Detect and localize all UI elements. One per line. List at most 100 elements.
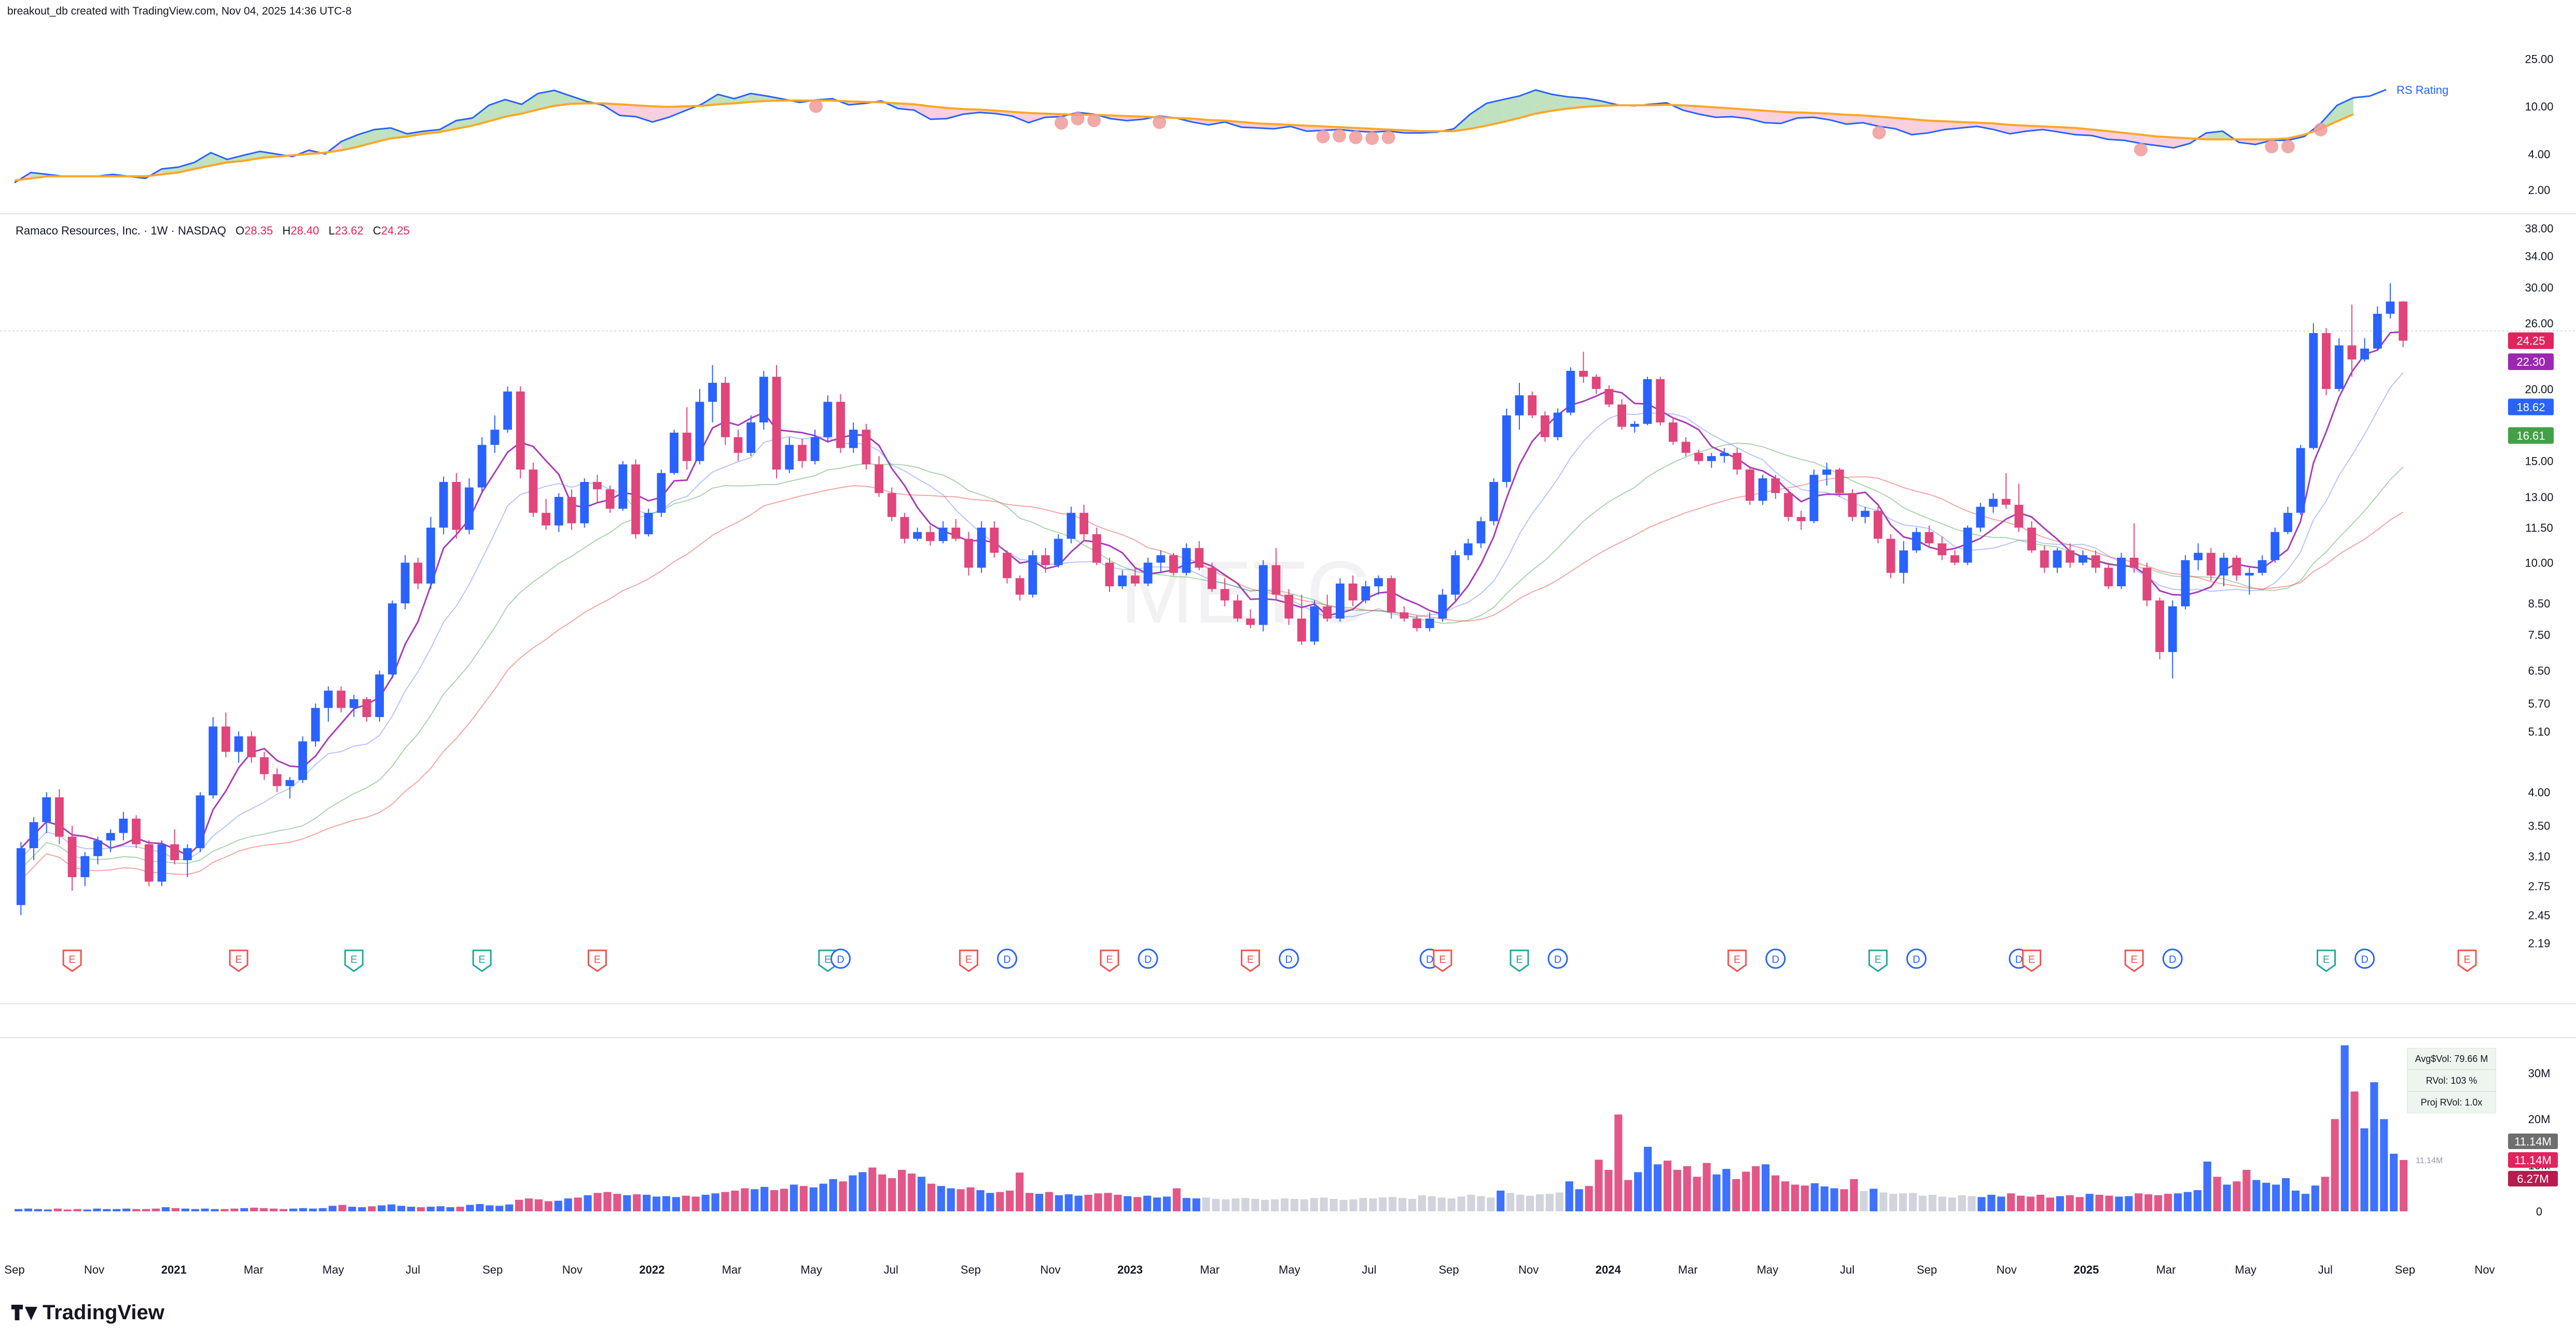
volume-bar (1084, 1195, 1092, 1211)
volume-bar (113, 1209, 121, 1211)
open-value: 28.35 (244, 224, 273, 237)
rs-fill-segment (1683, 105, 1699, 115)
candle-body (1054, 538, 1063, 565)
volume-bar (151, 1208, 160, 1211)
volume-bar (505, 1204, 514, 1211)
volume-bar (1752, 1166, 1760, 1211)
time-axis-label: 2022 (639, 1263, 664, 1276)
price-tick-label: 10.00 (2525, 557, 2553, 570)
earnings-marker (472, 949, 492, 972)
time-axis-label: Nov (1997, 1263, 2017, 1276)
volume-bar (1261, 1199, 1269, 1211)
volume-bar (2390, 1153, 2398, 1211)
volume-bar (1300, 1199, 1308, 1211)
earnings-marker (2457, 949, 2477, 972)
candle-body (93, 840, 102, 857)
volume-bar (2262, 1182, 2270, 1211)
candle-body (605, 489, 615, 509)
volume-bar (770, 1190, 779, 1211)
candle-body (1515, 395, 1524, 416)
price-tick-label: 5.10 (2528, 725, 2551, 738)
rs-fill-segment (669, 106, 685, 118)
candle-body (2129, 558, 2139, 568)
open-label: O (236, 224, 245, 237)
candle-body (2373, 313, 2382, 349)
rs-fill-segment (1912, 119, 1929, 135)
volume-bar (93, 1208, 101, 1211)
candle-body (1374, 578, 1383, 587)
rs-fill-segment (2173, 137, 2190, 148)
candle-body (1873, 510, 1882, 539)
rs-series-label: RS Rating (2397, 84, 2448, 96)
volume-bar (741, 1188, 749, 1211)
volume-bar (2331, 1119, 2339, 1211)
rs-low-marker (2314, 122, 2328, 136)
candle-body (2347, 345, 2357, 360)
volume-bar (1428, 1196, 1436, 1211)
volume-bar (289, 1208, 297, 1211)
volume-bar (1545, 1194, 1554, 1211)
volume-label: 11.14M (2514, 1154, 2552, 1167)
volume-bar (1143, 1195, 1152, 1211)
volume-bar (2154, 1195, 2163, 1211)
volume-bar (1791, 1184, 1799, 1211)
volume-bar (1604, 1170, 1613, 1211)
candle-body (119, 819, 128, 833)
candle-body (209, 726, 218, 796)
candle-body (311, 708, 320, 742)
volume-bar (554, 1200, 562, 1211)
time-axis-label: Sep (4, 1263, 24, 1276)
price-tick-label: 2.45 (2528, 909, 2551, 922)
time-axis-label: Sep (1917, 1263, 1937, 1276)
candle-body (2283, 513, 2292, 532)
candle-body (862, 430, 871, 465)
volume-bar (1447, 1198, 1456, 1211)
volume-bar (1280, 1198, 1289, 1211)
volume-bar (1958, 1195, 1966, 1211)
candle-body (1143, 562, 1153, 584)
candle-body (1400, 612, 1409, 619)
volume-tick-label: 20M (2528, 1113, 2551, 1126)
volume-bar (2027, 1196, 2035, 1211)
time-axis-label: Mar (1678, 1263, 1698, 1276)
volume-bar (652, 1196, 661, 1211)
price-tick-label: 6.50 (2528, 665, 2551, 678)
time-axis-label: May (2235, 1263, 2256, 1276)
candle-body (1451, 555, 1460, 595)
candle-body (1796, 517, 1806, 521)
price-tick-label: 2.75 (2528, 880, 2551, 893)
candle-body (1323, 606, 1332, 619)
volume-bar (2056, 1196, 2064, 1211)
rs-fill-segment (1944, 121, 1961, 130)
candle-body (1284, 595, 1294, 619)
rs-low-marker (1316, 130, 1330, 144)
candle-body (452, 482, 461, 530)
price-tick-label: 3.50 (2528, 820, 2551, 833)
candle-body (964, 538, 973, 568)
tradingview-logo[interactable]: TradingView (11, 1301, 164, 1324)
volume-tick-label: 0 (2536, 1205, 2542, 1218)
symbol-name[interactable]: Ramaco Resources, Inc. · 1W · NASDAQ (16, 224, 226, 237)
time-axis-label: Nov (1518, 1263, 1539, 1276)
time-axis-label: Mar (244, 1263, 264, 1276)
rs-low-marker (1087, 114, 1101, 128)
volume-bar (760, 1186, 769, 1211)
dividend-marker-label: D (1426, 954, 1433, 965)
volume-bar (260, 1208, 268, 1211)
relative-volume: RVol: 103 % (2407, 1070, 2496, 1092)
candle-body (106, 833, 115, 841)
low-value: 23.62 (335, 224, 364, 237)
rs-fill-segment (1863, 115, 1879, 127)
candle-body (2001, 499, 2011, 505)
candle-body (247, 736, 256, 757)
volume-bar (2105, 1195, 2113, 1211)
time-axis-label: Nov (2474, 1263, 2495, 1276)
volume-bar (1918, 1195, 1927, 1211)
volume-bar (73, 1209, 81, 1211)
volume-label: 6.27M (2517, 1172, 2549, 1185)
rs-fill-segment (1879, 116, 1896, 129)
rs-fill-segment (1993, 123, 2010, 134)
volume-bar (1771, 1175, 1780, 1211)
dividend-marker-label: D (2015, 954, 2023, 965)
